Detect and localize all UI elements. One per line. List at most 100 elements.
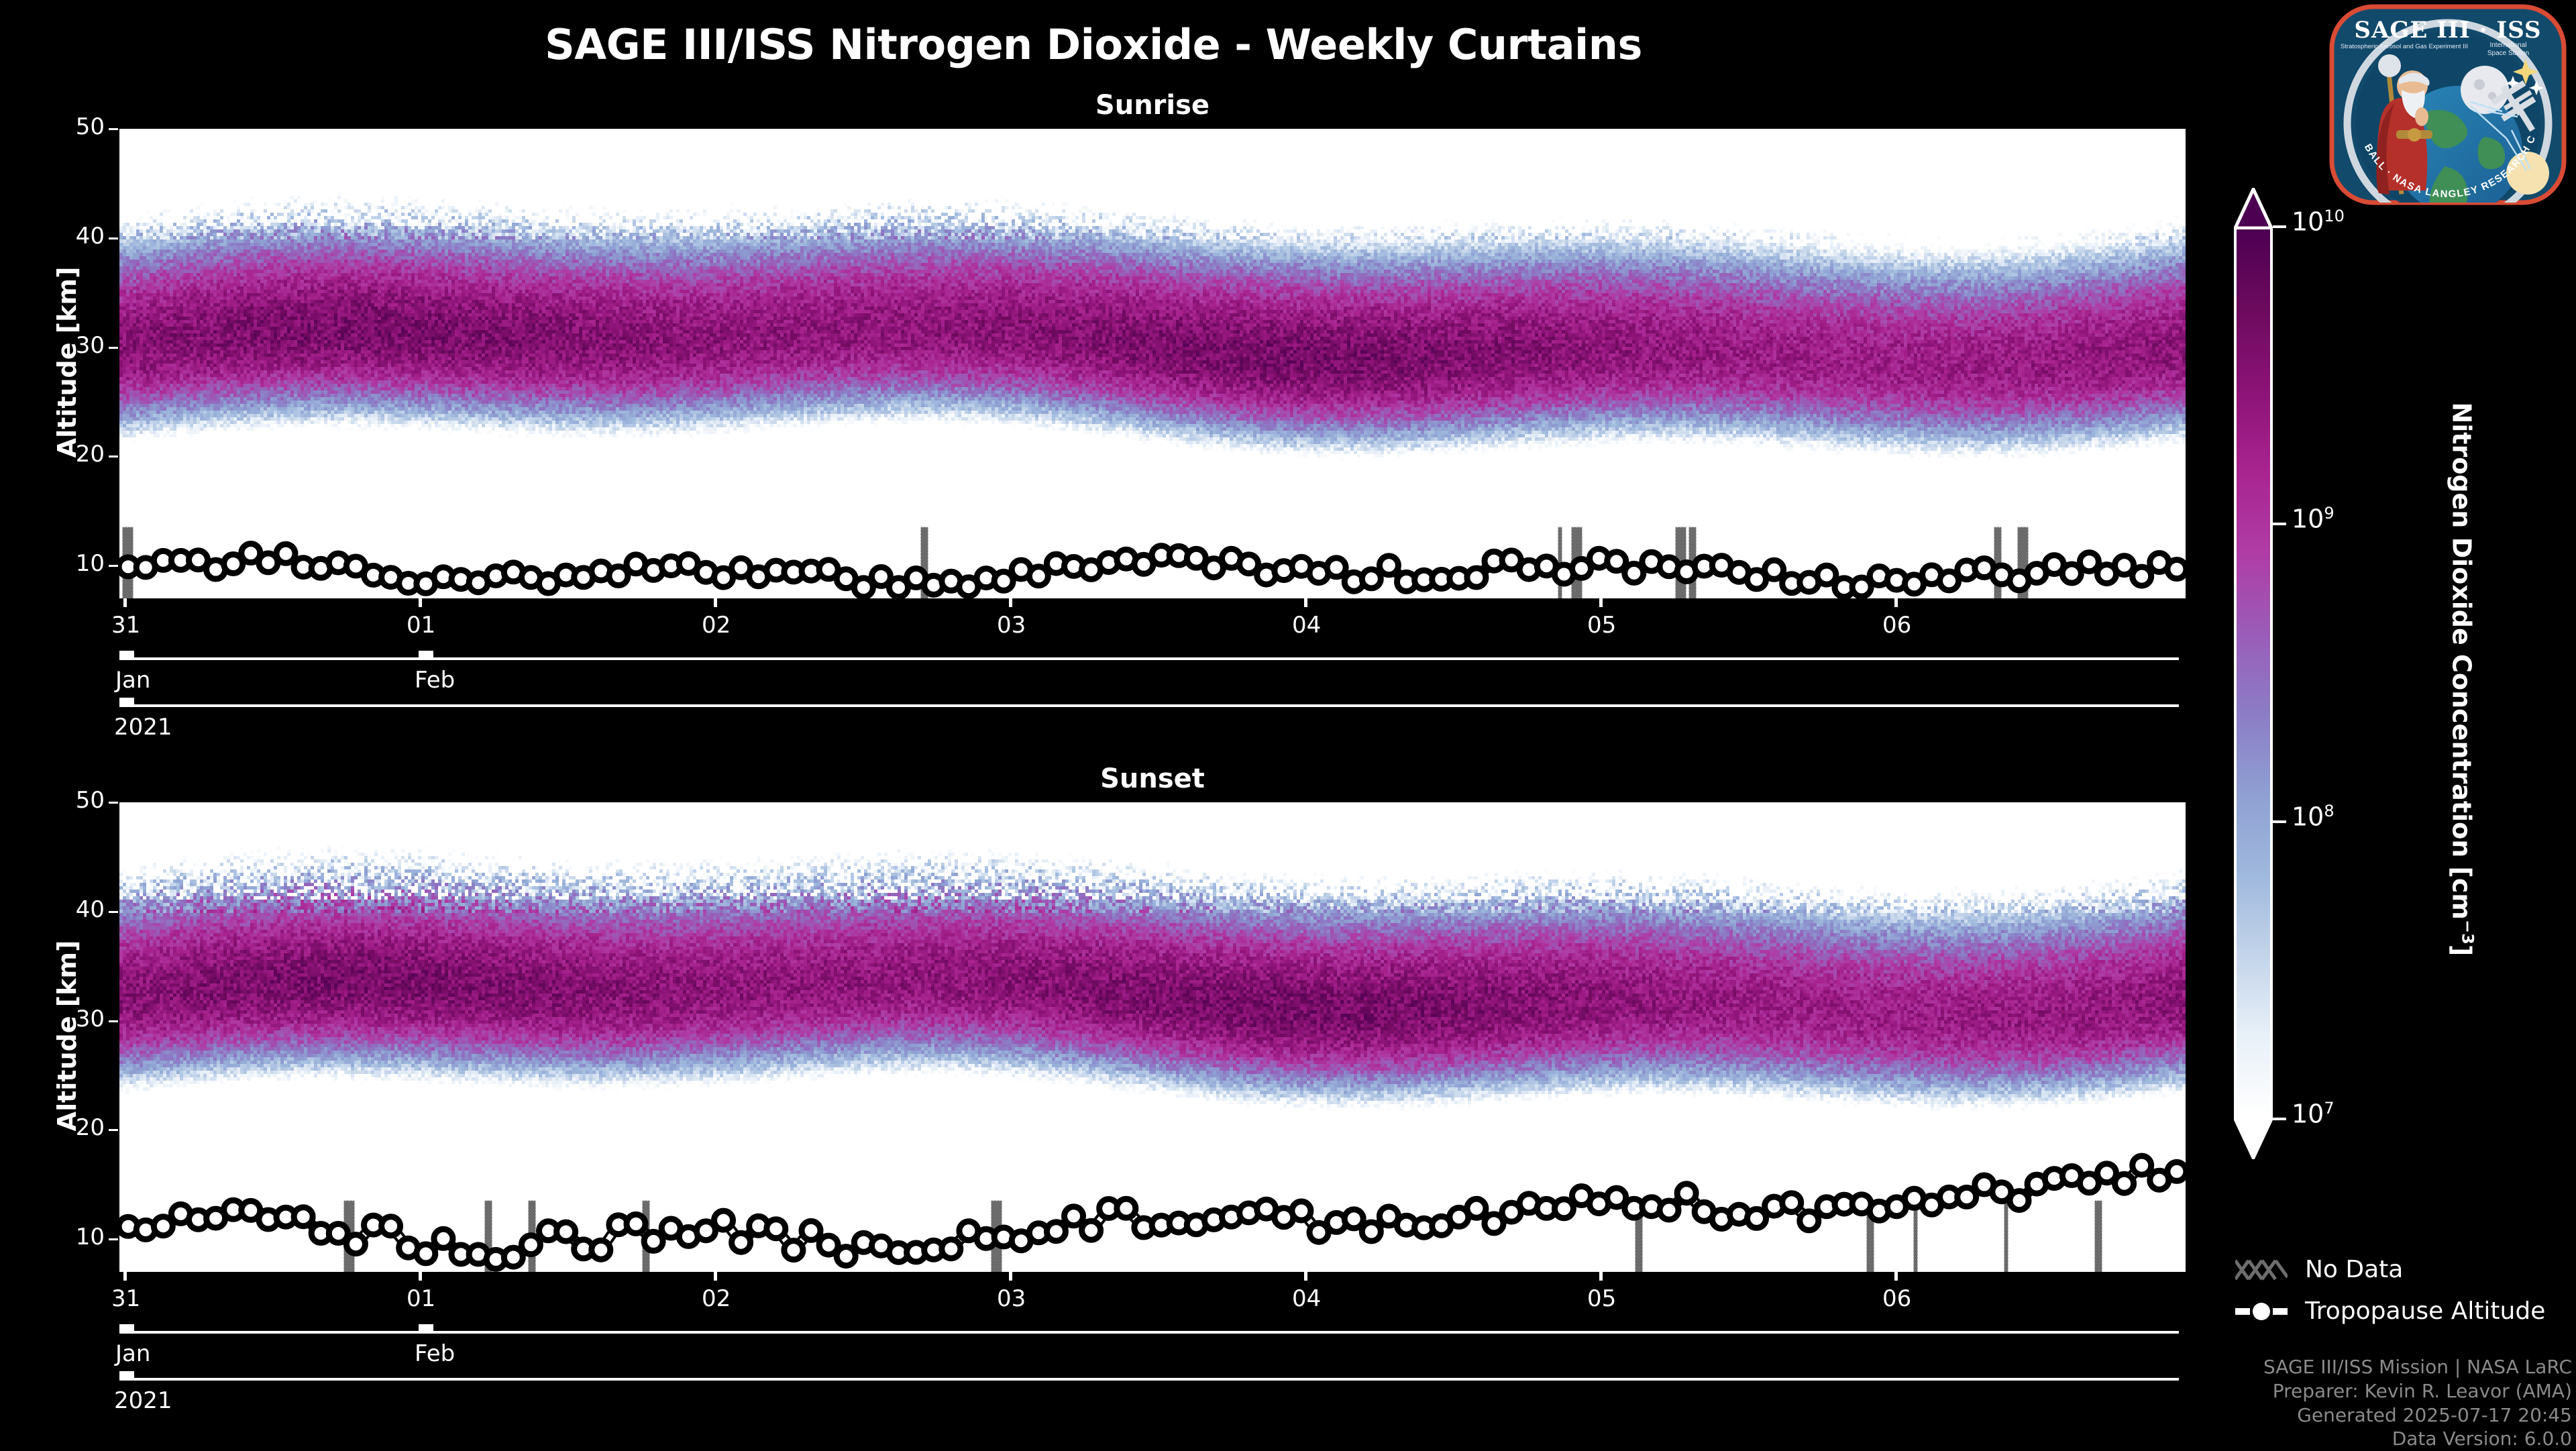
footer: SAGE III/ISS Mission | NASA LaRC Prepare…	[2196, 1355, 2572, 1451]
axis-month-label-Jan-sunset: Jan	[115, 1340, 151, 1367]
colorbar-tickmark	[2273, 523, 2286, 526]
axis-tick-label-x-05-sunset: 05	[1587, 1285, 1617, 1312]
panel-sunrise: Sunrise	[119, 90, 2186, 598]
tropopause-point	[781, 1238, 806, 1263]
tropopause-point	[938, 1236, 964, 1262]
legend-item-no-data[interactable]: No Data	[2233, 1256, 2404, 1283]
axis-tick-label-y-10-sunset: 10	[75, 1224, 105, 1251]
tropopause-point	[150, 1214, 176, 1239]
axis-tickmark-x-sunrise	[714, 598, 717, 607]
colorbar-tick-label: 107	[2292, 1099, 2334, 1129]
axis-tick-label-y-30-sunrise: 30	[75, 331, 105, 359]
axis-year-line-sunset	[119, 1378, 2179, 1381]
tropopause-point	[1901, 572, 1927, 597]
colorbar-tickmark	[2273, 1118, 2286, 1120]
tropopause-point	[2094, 1161, 2119, 1186]
axis-tickmark-x-sunrise	[419, 598, 422, 607]
tropopause-point	[2164, 1159, 2186, 1184]
axis-year-label-2021-sunset: 2021	[114, 1387, 172, 1414]
colorbar-tickmark	[2273, 820, 2286, 823]
footer-line-version: Data Version: 6.0.0	[2392, 1428, 2572, 1450]
tropopause-point	[1464, 565, 1489, 590]
tropopause-point	[1481, 1211, 1507, 1236]
svg-text:Stratospheric Aerosol and Gas: Stratospheric Aerosol and Gas Experiment…	[2341, 43, 2468, 50]
tropopause-point	[641, 1228, 666, 1254]
tropopause-point	[1358, 1219, 1384, 1244]
axis-tick-label-x-03-sunrise: 03	[997, 612, 1026, 639]
colorbar-title-tail: ]	[2447, 944, 2477, 957]
tropopause-point	[1061, 1203, 1086, 1229]
tropopause-point	[378, 1214, 404, 1239]
tropopause-point	[1079, 1218, 1104, 1243]
tropopause-point	[1358, 566, 1384, 592]
axis-tickmark-x-sunset	[1894, 1272, 1898, 1281]
tropopause-point	[833, 1244, 859, 1269]
legend-item-tropopause[interactable]: Tropopause Altitude	[2235, 1297, 2545, 1325]
tropopause-point	[1954, 1184, 1980, 1210]
tropopause-point	[1026, 563, 1051, 589]
axis-tick-label-x-04-sunrise: 04	[1292, 612, 1322, 639]
colorbar-title-exponent: −3	[2458, 920, 2477, 945]
axis-month-label-Feb-sunset: Feb	[415, 1340, 455, 1367]
panel-title-sunset: Sunset	[1100, 763, 1205, 794]
tropopause-point	[1937, 568, 1962, 594]
tropopause-point	[1849, 574, 1874, 598]
tropopause-point	[1674, 1181, 1699, 1206]
tropopause-point	[711, 1207, 736, 1233]
tropopause-point	[729, 1230, 754, 1255]
tropopause-point	[886, 575, 911, 598]
axis-tick-label-y-40-sunset: 40	[75, 896, 105, 923]
tropopause-point	[1289, 1198, 1314, 1224]
heatmap-sunrise[interactable]	[119, 129, 2186, 598]
tropopause-point	[221, 551, 246, 576]
panel-sunset: Sunset	[119, 763, 2186, 1272]
tropopause-point	[2112, 553, 2137, 578]
tropopause-point	[1464, 1195, 1489, 1221]
footer-line-generated: Generated 2025-07-17 20:45	[2297, 1403, 2572, 1426]
axis-tickmark-x-sunset	[1304, 1272, 1307, 1281]
colorbar-title-text: Nitrogen Dioxide Concentration [cm	[2447, 402, 2477, 920]
footer-line-preparer: Preparer: Kevin R. Leavor (AMA)	[2272, 1379, 2572, 1402]
axis-month-label-Jan-sunrise: Jan	[115, 667, 151, 694]
tropopause-point	[588, 1237, 614, 1262]
tropopause-point	[693, 1218, 718, 1244]
axis-tickmark-x-sunrise	[1894, 598, 1898, 607]
tropopause-point	[1376, 553, 1401, 578]
tropopause-point	[1604, 1185, 1629, 1210]
axis-month-line-sunset	[119, 1331, 2179, 1334]
tropopause-point	[851, 575, 876, 598]
axis-month-line-sunrise	[119, 657, 2179, 660]
colorbar-tick-label: 1010	[2292, 207, 2345, 237]
axis-tickmark-y-sunrise	[109, 455, 118, 458]
axis-tick-label-x-06-sunrise: 06	[1882, 612, 1912, 639]
heatmap-sunset[interactable]	[119, 802, 2186, 1272]
footer-line-mission: SAGE III/ISS Mission | NASA LaRC	[2263, 1356, 2572, 1378]
axis-tick-label-x-02-sunrise: 02	[702, 612, 731, 639]
axis-tick-label-x-05-sunrise: 05	[1587, 612, 1617, 639]
axis-month-stub-sunrise	[419, 651, 433, 660]
tropopause-point	[2006, 1188, 2032, 1214]
axis-tick-label-x-31-sunset: 31	[111, 1285, 141, 1312]
axis-tick-label-x-03-sunset: 03	[997, 1285, 1026, 1312]
tropopause-point	[1551, 1196, 1576, 1222]
tropopause-point	[1306, 1220, 1332, 1245]
tropopause-point	[1499, 547, 1524, 573]
axis-tickmark-y-sunrise	[109, 565, 118, 568]
tropopause-point	[1744, 1205, 1769, 1231]
sage-iii-iss-mission-patch[interactable]: SAGE III · ISS Stratospheric Aerosol and…	[2322, 0, 2569, 205]
legend-label-no-data: No Data	[2305, 1256, 2404, 1283]
colorbar[interactable]: 1010 109 108 107	[2234, 188, 2345, 1167]
colorbar-extend-bottom-icon	[2234, 1118, 2273, 1159]
svg-text:SAGE III · ISS: SAGE III · ISS	[2354, 17, 2541, 44]
tropopause-point	[343, 1232, 368, 1257]
tropopause-overlay-sunset	[119, 1152, 2186, 1272]
colorbar-gradient	[2234, 227, 2273, 1119]
axis-tickmark-x-sunset	[714, 1272, 717, 1281]
tropopause-point	[325, 1221, 351, 1246]
tropopause-point	[186, 547, 211, 573]
page-title: SAGE III/ISS Nitrogen Dioxide - Weekly C…	[545, 20, 1642, 69]
axis-tickmark-x-sunset	[1599, 1272, 1603, 1281]
axis-tick-label-x-31-sunrise: 31	[111, 612, 141, 639]
colorbar-tick-label: 109	[2292, 504, 2334, 534]
